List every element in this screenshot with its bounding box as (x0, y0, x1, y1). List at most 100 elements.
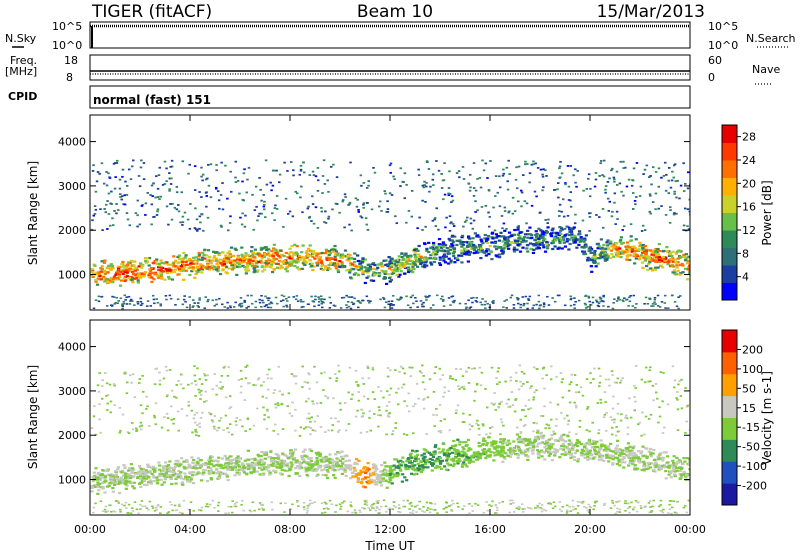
velocity-cell (547, 454, 551, 457)
power-cell (613, 192, 617, 195)
velocity-cell (631, 461, 635, 464)
power-cell (212, 256, 216, 259)
power-cell (516, 228, 520, 231)
power-cell (649, 212, 652, 215)
velocity-cell (438, 456, 442, 459)
power-cell (648, 267, 653, 270)
velocity-cell (123, 466, 127, 469)
velocity-cell (617, 460, 621, 463)
power-cell (244, 214, 247, 217)
velocity-cell (160, 426, 164, 429)
velocity-cell (541, 450, 545, 454)
velocity-cell (489, 441, 494, 444)
velocity-cell (178, 474, 182, 477)
power-cell (336, 269, 340, 272)
power-cell (500, 235, 504, 238)
velocity-cell (537, 451, 541, 454)
velocity-cell (337, 451, 341, 455)
velocity-cell (581, 449, 586, 452)
velocity-cell (635, 456, 639, 460)
power-cell (100, 265, 104, 268)
power-cell (102, 275, 106, 278)
velocity-cell (465, 455, 469, 458)
power-cell (654, 248, 658, 251)
velocity-cell (186, 480, 190, 483)
power-cell (275, 169, 278, 172)
power-cell (447, 297, 451, 299)
power-cell (124, 299, 127, 301)
power-cell (347, 296, 351, 298)
power-cell (168, 177, 172, 180)
velocity-cell (469, 448, 473, 451)
power-cell (474, 246, 478, 249)
power-cell (260, 294, 263, 297)
power-cell (461, 166, 465, 168)
velocity-cell (141, 470, 145, 473)
velocity-cell (293, 448, 298, 451)
power-cell (105, 184, 109, 187)
power-cell (603, 256, 607, 259)
power-cell (310, 220, 313, 222)
power-cell (311, 195, 314, 198)
velocity-cell (467, 456, 471, 459)
power-cell (545, 247, 550, 250)
power-cell (465, 219, 468, 222)
power-cell (640, 251, 645, 254)
velocity-cell (576, 457, 581, 461)
power-cell (207, 184, 211, 187)
velocity-cell (493, 446, 497, 449)
power-cell (688, 270, 690, 273)
power-cell (389, 302, 393, 305)
velocity-cell (617, 458, 621, 462)
power-cell (604, 248, 608, 251)
power-cell (332, 262, 336, 265)
velocity-cell (501, 442, 505, 445)
velocity-cell (562, 444, 566, 447)
velocity-cell (501, 460, 505, 463)
power-cell (410, 263, 415, 266)
power-cell (598, 257, 602, 260)
velocity-cell (653, 461, 658, 464)
velocity-cell (521, 439, 525, 442)
power-cell (288, 210, 292, 213)
power-cell (254, 185, 258, 188)
velocity-cell (153, 467, 158, 470)
power-cell (601, 174, 604, 176)
power-cell (190, 265, 194, 269)
velocity-cell (226, 462, 231, 465)
power-cell (511, 196, 515, 199)
power-cell (255, 270, 259, 273)
power-cell (678, 273, 682, 276)
power-cell (200, 175, 203, 178)
power-cell (436, 249, 440, 252)
velocity-cell (508, 455, 513, 458)
power-cell (519, 189, 523, 192)
power-y-tick-label: 4000 (58, 136, 86, 149)
power-cell (437, 228, 440, 231)
power-cell (648, 193, 652, 196)
power-cell (196, 304, 200, 307)
velocity-cell (112, 479, 117, 482)
power-cell (136, 214, 139, 217)
velocity-cell (433, 445, 437, 449)
velocity-cell (137, 470, 141, 473)
power-cell (427, 168, 431, 170)
power-cell (129, 278, 133, 281)
power-cell (632, 252, 637, 255)
power-cell (632, 254, 636, 257)
velocity-cell (259, 454, 263, 458)
power-cell (314, 298, 317, 301)
velocity-cell (445, 459, 449, 462)
power-cell (328, 307, 332, 309)
power-cell (632, 294, 636, 297)
power-cell (387, 300, 391, 303)
velocity-cell (477, 453, 481, 456)
power-cell (569, 191, 573, 194)
velocity-cell (443, 465, 447, 468)
power-cell (224, 271, 228, 274)
velocity-cell (278, 460, 282, 463)
velocity-cell (96, 492, 100, 495)
velocity-cell (626, 455, 630, 459)
velocity-cell (389, 387, 393, 390)
power-cell (275, 266, 279, 269)
